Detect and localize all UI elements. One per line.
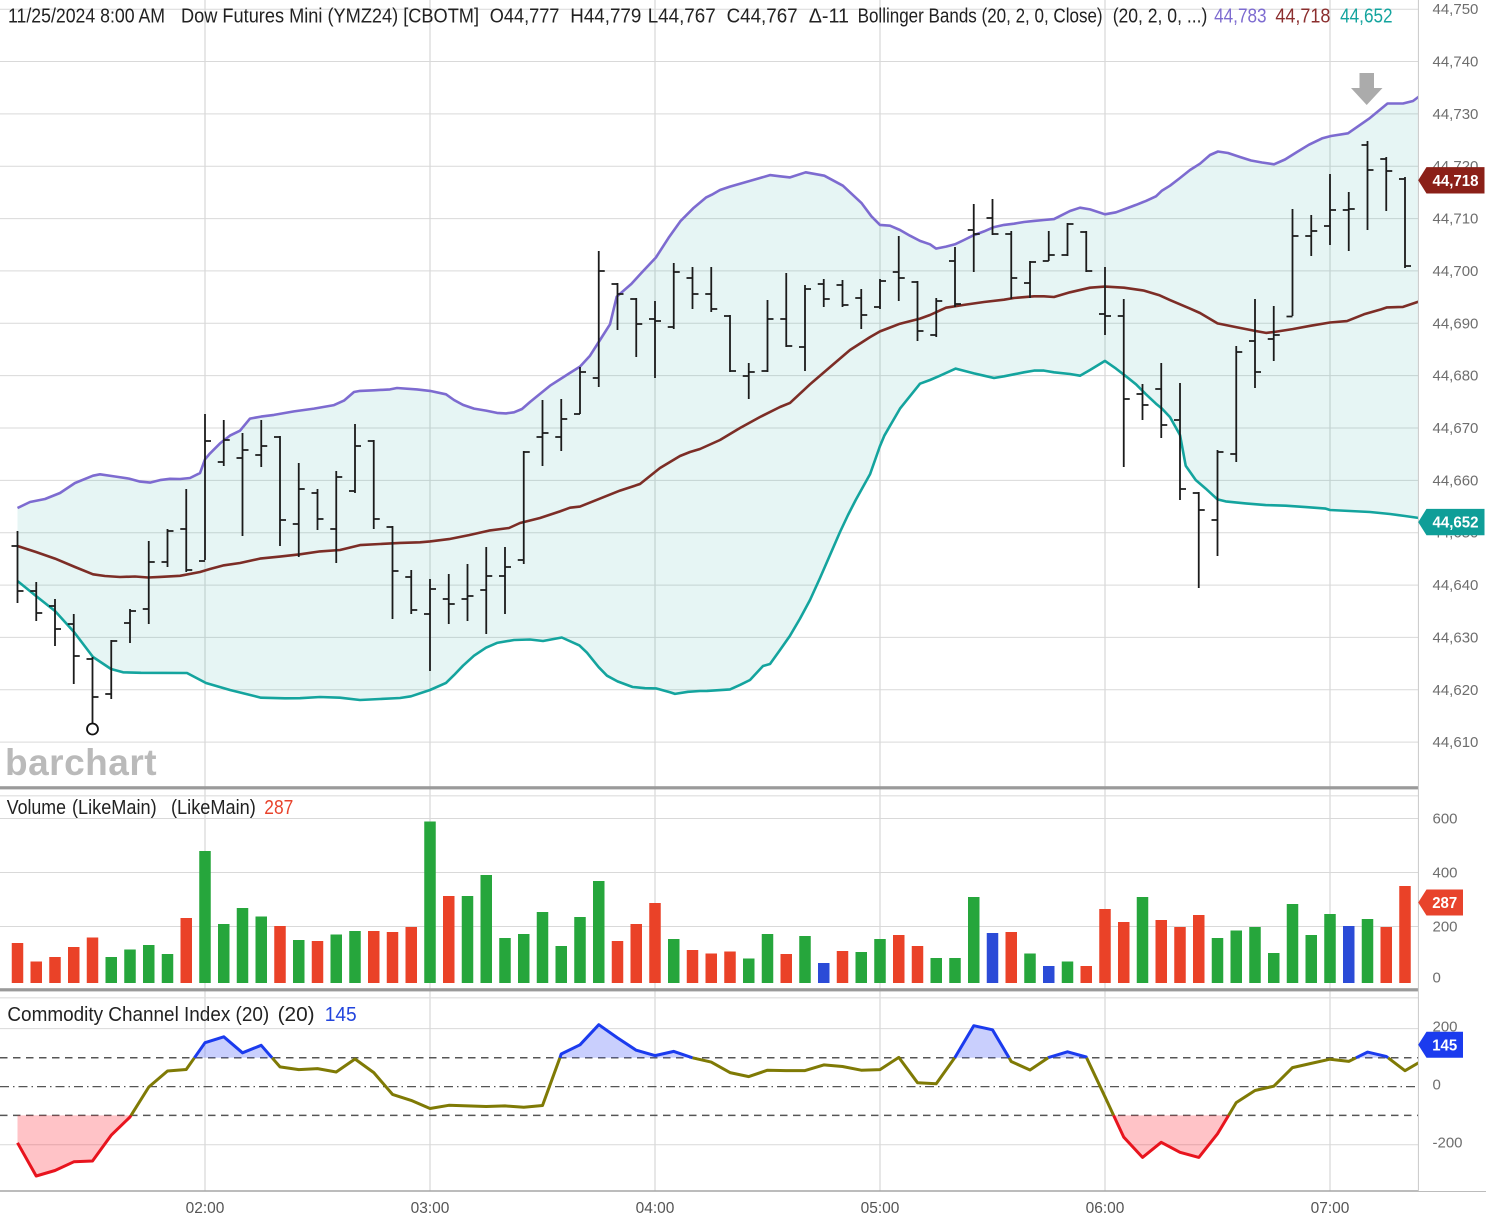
- svg-text:04:00: 04:00: [636, 1200, 675, 1217]
- svg-text:200: 200: [1433, 919, 1458, 936]
- svg-text:287: 287: [264, 797, 293, 819]
- svg-text:44,640: 44,640: [1433, 577, 1479, 594]
- svg-text:Commodity Channel Index (20): Commodity Channel Index (20): [7, 1004, 269, 1026]
- svg-text:44,710: 44,710: [1433, 211, 1479, 228]
- svg-text:barchart: barchart: [5, 742, 157, 783]
- svg-text:145: 145: [1432, 1037, 1457, 1054]
- svg-text:44,718: 44,718: [1275, 6, 1330, 28]
- svg-text:44,610: 44,610: [1433, 734, 1479, 751]
- svg-text:44,652: 44,652: [1340, 6, 1393, 28]
- svg-text:44,718: 44,718: [1433, 173, 1479, 190]
- svg-text:44,783: 44,783: [1214, 6, 1267, 28]
- svg-text:(LikeMain): (LikeMain): [171, 797, 256, 819]
- svg-text:O44,777: O44,777: [490, 6, 560, 28]
- svg-text:0: 0: [1433, 1077, 1441, 1094]
- svg-text:44,690: 44,690: [1433, 315, 1479, 332]
- svg-text:44,652: 44,652: [1433, 515, 1479, 532]
- svg-text:44,620: 44,620: [1433, 682, 1479, 699]
- svg-text:03:00: 03:00: [411, 1200, 450, 1217]
- svg-text:Δ-11: Δ-11: [809, 6, 849, 28]
- svg-text:44,750: 44,750: [1433, 1, 1479, 18]
- svg-text:400: 400: [1433, 865, 1458, 882]
- svg-text:44,740: 44,740: [1433, 54, 1479, 71]
- svg-text:C44,767: C44,767: [727, 6, 798, 28]
- svg-text:11/25/2024 8:00 AM: 11/25/2024 8:00 AM: [8, 6, 165, 28]
- svg-text:600: 600: [1433, 811, 1458, 828]
- svg-text:44,630: 44,630: [1433, 629, 1479, 646]
- svg-text:0: 0: [1433, 970, 1441, 987]
- svg-text:06:00: 06:00: [1086, 1200, 1125, 1217]
- svg-text:(20, 2, 0, ...): (20, 2, 0, ...): [1113, 6, 1208, 28]
- svg-text:Dow Futures Mini (YMZ24) [CBOT: Dow Futures Mini (YMZ24) [CBOTM]: [181, 6, 479, 28]
- svg-text:Volume: Volume: [7, 797, 66, 819]
- svg-text:145: 145: [325, 1004, 357, 1026]
- svg-text:-200: -200: [1433, 1135, 1463, 1152]
- svg-text:44,730: 44,730: [1433, 106, 1479, 123]
- svg-text:L44,767: L44,767: [648, 6, 716, 28]
- svg-text:287: 287: [1432, 895, 1457, 912]
- svg-text:(20): (20): [278, 1004, 315, 1026]
- svg-text:05:00: 05:00: [861, 1200, 900, 1217]
- svg-text:44,700: 44,700: [1433, 263, 1479, 280]
- svg-text:44,660: 44,660: [1433, 472, 1479, 489]
- svg-text:07:00: 07:00: [1311, 1200, 1350, 1217]
- svg-text:44,680: 44,680: [1433, 368, 1479, 385]
- svg-text:44,670: 44,670: [1433, 420, 1479, 437]
- svg-text:(LikeMain): (LikeMain): [72, 797, 157, 819]
- svg-text:H44,779: H44,779: [570, 6, 641, 28]
- svg-text:02:00: 02:00: [186, 1200, 225, 1217]
- svg-text:200: 200: [1433, 1019, 1458, 1036]
- svg-text:Bollinger Bands (20, 2, 0, Clo: Bollinger Bands (20, 2, 0, Close): [858, 6, 1103, 28]
